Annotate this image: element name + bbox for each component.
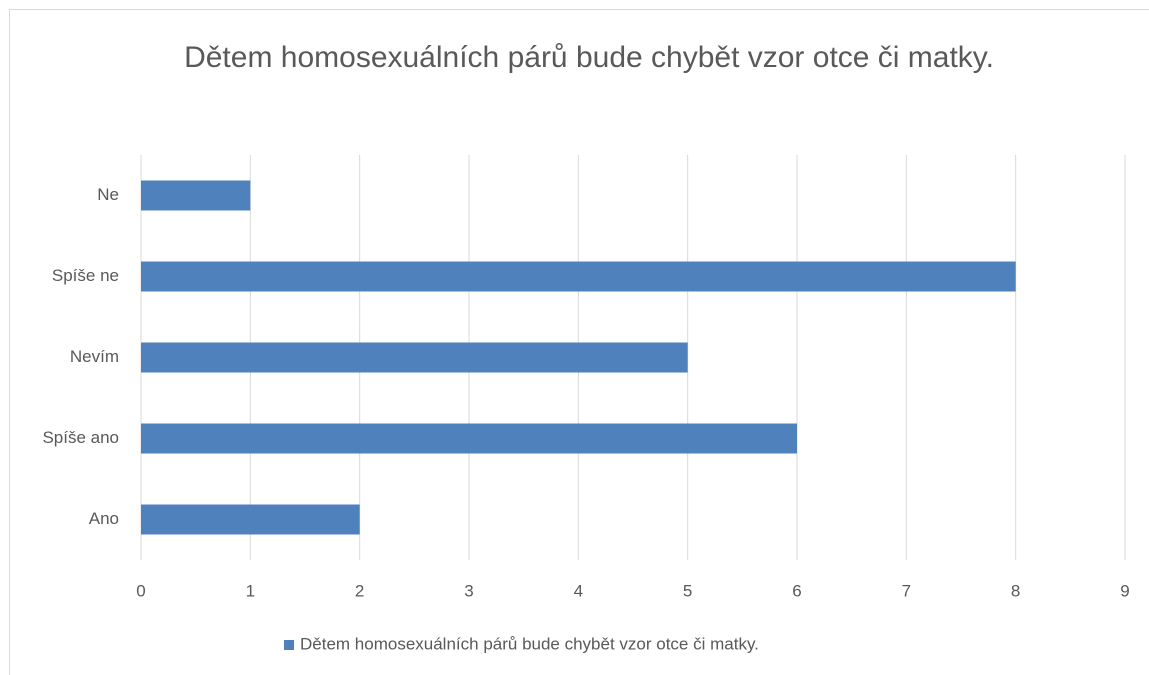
x-tick-label: 4 [574, 581, 583, 600]
x-tick-label: 8 [1011, 581, 1020, 600]
bar [141, 261, 1016, 292]
x-tick-label: 1 [246, 581, 255, 600]
legend-label: Dětem homosexuálních párů bude chybět vz… [300, 634, 759, 653]
x-tick-label: 9 [1120, 581, 1129, 600]
x-tick-label: 3 [464, 581, 473, 600]
y-tick-label: Ne [97, 185, 119, 204]
y-tick-label: Ano [89, 509, 119, 528]
x-tick-label: 0 [136, 581, 145, 600]
title-box: Dětem homosexuálních párů bude chybět vz… [184, 41, 994, 74]
x-tick-label: 5 [683, 581, 692, 600]
bar [141, 180, 251, 211]
chart-frame [9, 9, 1149, 675]
chart-title: Dětem homosexuálních párů bude chybět vz… [184, 41, 994, 74]
y-tick-label: Spíše ne [52, 266, 119, 285]
bar [141, 342, 688, 373]
bar [141, 423, 797, 454]
x-tick-label: 2 [355, 581, 364, 600]
legend-swatch [284, 640, 294, 650]
x-tick-label: 7 [902, 581, 911, 600]
y-tick-label: Spíše ano [42, 428, 119, 447]
x-tick-label: 6 [792, 581, 801, 600]
bar [141, 504, 360, 535]
y-tick-label: Nevím [70, 347, 119, 366]
